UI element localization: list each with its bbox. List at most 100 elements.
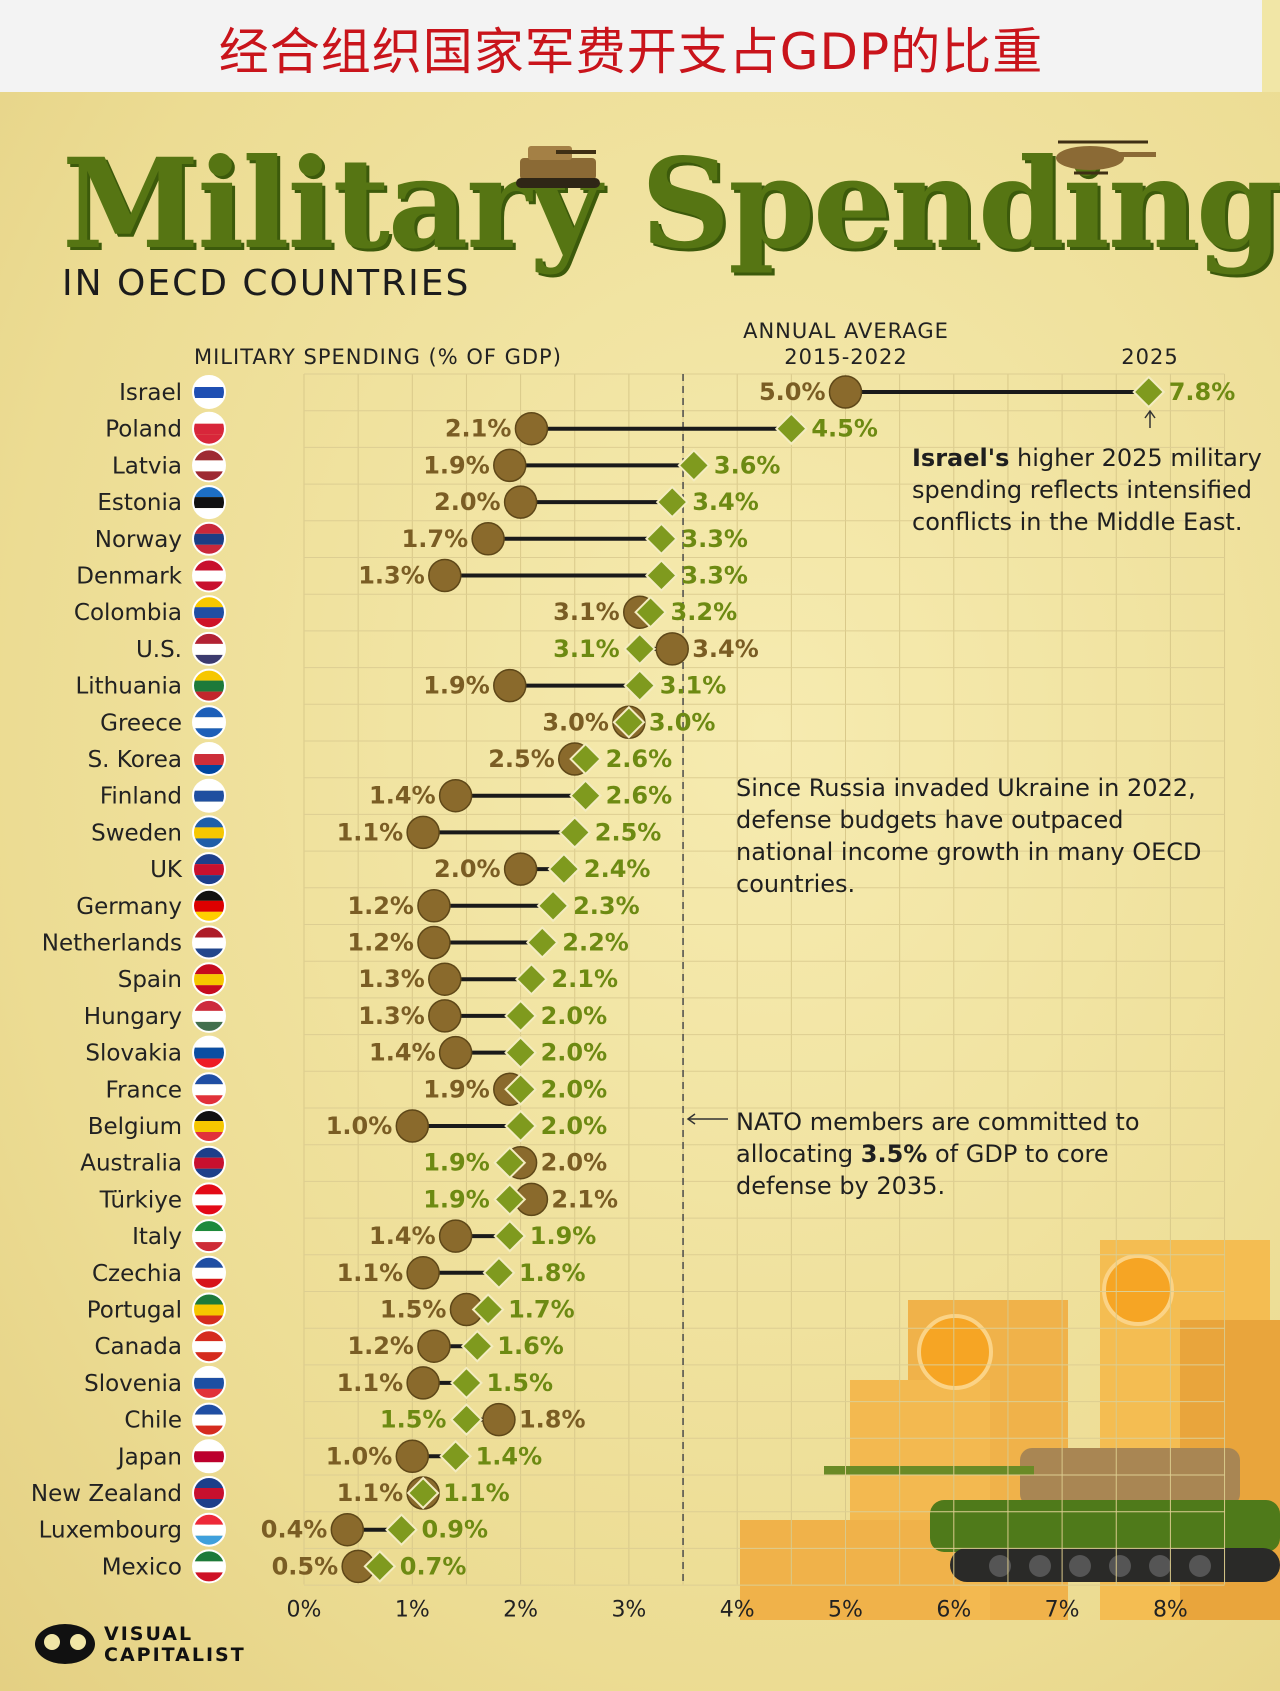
chart-row: Australia 2.0% 1.9% (80, 1145, 607, 1180)
marker-2025 (644, 522, 678, 556)
value-2025-label: 7.8% (1169, 378, 1236, 406)
country-label: Slovakia (85, 1041, 182, 1067)
marker-2025 (623, 632, 657, 666)
chart-row: Latvia 1.9% 3.6% (112, 448, 781, 483)
country-label: Denmark (76, 564, 182, 590)
value-2025-label: 2.0% (541, 1112, 608, 1140)
avg-marker (438, 1219, 473, 1253)
chart-row: Luxembourg 0.4% 0.9% (39, 1512, 488, 1547)
flag-icon (193, 669, 225, 702)
brand-line-1: VISUAL (104, 1623, 194, 1645)
marker-2025 (450, 1366, 483, 1400)
avg-marker (438, 778, 473, 813)
flag-icon (193, 486, 225, 519)
marker-2025 (525, 926, 559, 959)
marker-2025 (482, 1256, 516, 1290)
flag-icon (193, 1440, 225, 1473)
avg-marker (406, 815, 440, 850)
value-2025-label: 1.1% (443, 1479, 510, 1507)
marker-2025 (515, 962, 548, 996)
avg-value-label: 1.4% (369, 1222, 436, 1250)
chart-row: Netherlands 1.2% 2.2% (42, 925, 629, 960)
country-label: Poland (105, 417, 182, 443)
country-label: U.S. (136, 637, 182, 663)
flag-icon (193, 853, 225, 886)
country-label: Canada (94, 1334, 182, 1360)
nato-annotation: NATO members are committed to allocating… (736, 1106, 1156, 1202)
flag-icon (193, 1220, 225, 1253)
nato-annotation-pre: NATO members are committed to allocating (736, 1108, 1140, 1168)
chart-row: Germany 1.2% 2.3% (76, 888, 640, 923)
country-label: Chile (124, 1408, 182, 1434)
avg-value-label: 1.1% (337, 1479, 404, 1507)
chart-row: U.S. 3.4% 3.1% (136, 631, 759, 666)
country-label: Greece (100, 710, 182, 736)
avg-value-label: 1.0% (326, 1442, 393, 1470)
country-label: Spain (118, 967, 182, 993)
value-2025-label: 3.6% (714, 451, 781, 479)
avg-value-label: 1.4% (369, 1039, 436, 1067)
country-label: Estonia (97, 490, 182, 516)
ukraine-annotation: Since Russia invaded Ukraine in 2022, de… (736, 774, 1202, 898)
marker-2025 (493, 1219, 527, 1253)
country-label: Portugal (87, 1298, 182, 1324)
value-2025-label: 1.5% (486, 1369, 553, 1397)
country-label: Netherlands (42, 931, 182, 957)
marker-2025 (677, 448, 711, 482)
value-2025-label: 3.4% (692, 488, 759, 516)
country-label: Sweden (91, 820, 182, 846)
chart-row: Türkiye 2.1% 1.9% (99, 1182, 618, 1217)
avg-marker (828, 375, 863, 409)
flag-icon (193, 1403, 225, 1436)
avg-value-label: 2.1% (551, 1185, 618, 1213)
avg-marker (330, 1512, 365, 1547)
value-2025-label: 0.7% (400, 1552, 467, 1580)
value-2025-label: 2.1% (551, 965, 618, 993)
marker-2025 (536, 889, 570, 923)
country-label: New Zealand (31, 1481, 182, 1507)
avg-marker (428, 962, 462, 996)
x-tick-label: 1% (395, 1597, 430, 1622)
x-tick-label: 2% (503, 1597, 538, 1622)
country-label: Latvia (112, 453, 182, 479)
avg-marker (514, 411, 549, 446)
marker-2025 (504, 999, 538, 1033)
flag-icon (193, 816, 225, 849)
value-2025-label: 0.9% (421, 1516, 488, 1544)
value-2025-label: 1.5% (380, 1406, 447, 1434)
chart-row: Czechia 1.1% 1.8% (92, 1255, 586, 1290)
banner: 经合组织国家军费开支占GDP的比重 (0, 0, 1262, 92)
avg-value-label: 2.1% (445, 415, 512, 443)
nato-annotation-bold: 3.5% (860, 1140, 928, 1168)
avg-value-label: 1.7% (402, 525, 469, 553)
marker-2025 (439, 1439, 473, 1473)
flag-icon (193, 1110, 225, 1142)
marker-2025 (634, 595, 667, 629)
value-2025-label: 3.0% (649, 708, 716, 736)
avg-marker (655, 632, 689, 666)
avg-value-label: 3.1% (553, 598, 620, 626)
chart-row: Greece 3.0% 3.0% (100, 705, 716, 740)
chart-row: Lithuania 1.9% 3.1% (75, 668, 726, 703)
country-label: Türkiye (99, 1187, 182, 1213)
avg-value-label: 2.5% (488, 745, 555, 773)
country-label: S. Korea (88, 747, 182, 773)
marker-2025 (493, 1182, 527, 1216)
x-tick-label: 4% (720, 1597, 755, 1622)
brand-line-2: CAPITALIST (104, 1644, 246, 1666)
country-label: UK (150, 857, 183, 883)
avg-marker (471, 522, 505, 556)
avg-value-label: 3.4% (692, 635, 759, 663)
flag-icon (193, 449, 225, 482)
flag-icon (193, 412, 225, 445)
flag-icon (193, 889, 225, 922)
flag-icon (193, 376, 225, 408)
avg-marker (428, 999, 462, 1033)
chart-row: Italy 1.4% 1.9% (132, 1219, 596, 1254)
avg-value-label: 1.1% (337, 1259, 404, 1287)
chart-row: Poland 2.1% 4.5% (105, 411, 878, 446)
avg-value-label: 1.1% (337, 1369, 404, 1397)
flag-icon (193, 926, 225, 959)
